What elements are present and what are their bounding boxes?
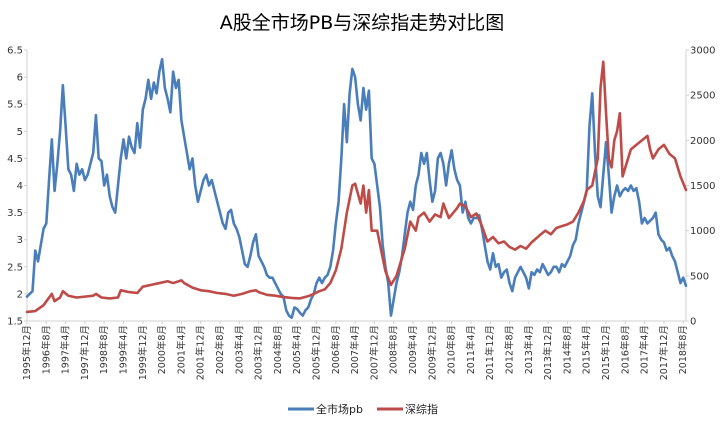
x-tick-label: 2013年4月 [523, 325, 535, 374]
x-tick-label: 2001年4月 [175, 325, 187, 374]
right-y-tick-label: 2500 [690, 91, 715, 102]
x-tick-label: 1999年12月 [137, 325, 149, 380]
left-y-axis: 1.5 2 2.5 3 3.5 4 4.5 5 5.5 6 6.5 [7, 46, 27, 328]
x-tick-label: 2005年4月 [291, 325, 303, 374]
x-tick-label: 2008年8月 [388, 325, 400, 374]
x-tick-label: 1998年8月 [98, 325, 110, 374]
x-tick-label: 2009年12月 [426, 325, 438, 380]
x-tick-label: 1999年4月 [118, 325, 130, 374]
x-tick-label: 2001年12月 [195, 325, 207, 380]
x-tick-label: 2013年12月 [542, 325, 554, 380]
left-y-tick-label: 6.5 [7, 46, 23, 57]
x-tick-label: 2007年4月 [349, 325, 361, 374]
x-tick-label: 2005年12月 [311, 325, 323, 380]
left-y-tick-label: 3.5 [7, 208, 23, 219]
x-tick-label: 2012年8月 [504, 325, 516, 374]
x-tick-label: 2010年8月 [446, 325, 458, 374]
x-tick-label: 2002年8月 [214, 325, 226, 374]
x-tick-label: 2004年8月 [272, 325, 284, 374]
right-y-tick-label: 1500 [690, 181, 715, 192]
series-lines [25, 57, 688, 320]
x-tick-label: 2014年8月 [561, 325, 573, 374]
right-y-tick-label: 2000 [690, 136, 715, 147]
x-tick-label: 2011年4月 [465, 325, 477, 374]
x-tick-label: 2017年4月 [639, 325, 651, 374]
x-tick-label: 2015年12月 [600, 325, 612, 380]
left-y-tick-label: 3 [17, 235, 23, 246]
x-tick-label: 2016年8月 [619, 325, 631, 374]
right-y-tick-label: 3000 [690, 46, 715, 57]
left-y-tick-label: 2 [17, 289, 23, 300]
x-tick-label: 1997年4月 [60, 325, 72, 374]
x-tick-label: 2018年8月 [677, 325, 689, 374]
left-y-tick-label: 5.5 [7, 100, 23, 111]
x-tick-label: 2011年12月 [484, 325, 496, 380]
x-tick-label: 1995年12月 [21, 325, 33, 380]
left-y-tick-label: 1.5 [7, 317, 23, 328]
left-y-tick-label: 6 [17, 73, 23, 84]
x-tick-label: 2009年4月 [407, 325, 419, 374]
x-tick-label: 2000年8月 [156, 325, 168, 374]
x-axis: 1995年12月 1996年8月 1997年4月 1997年12月 1998年8月 199… [21, 321, 689, 380]
x-tick-label: 2006年8月 [330, 325, 342, 374]
right-y-tick-label: 0 [690, 317, 696, 328]
x-tick-label: 1996年8月 [40, 325, 52, 374]
chart-title: A股全市场PB与深综指走势对比图 [220, 12, 505, 34]
legend-label-pb: 全市场pb [316, 402, 363, 416]
x-tick-label: 2007年12月 [368, 325, 380, 380]
right-y-tick-label: 1000 [690, 226, 715, 237]
right-y-axis: 0 500 1000 1500 2000 2500 3000 [686, 46, 715, 328]
right-y-tick-label: 500 [690, 271, 709, 282]
x-tick-label: 2015年4月 [581, 325, 593, 374]
series-line-pb [25, 57, 688, 320]
left-y-tick-label: 5 [17, 127, 23, 138]
x-tick-label: 2017年12月 [658, 325, 670, 380]
x-tick-label: 2003年12月 [253, 325, 265, 380]
legend-label-szzs: 深综指 [405, 402, 438, 416]
x-tick-label: 2003年4月 [233, 325, 245, 374]
series-line-szzs [25, 60, 688, 314]
legend: 全市场pb 深综指 [288, 402, 438, 416]
left-y-tick-label: 2.5 [7, 262, 23, 273]
left-y-tick-label: 4.5 [7, 154, 23, 165]
left-y-tick-label: 4 [17, 181, 23, 192]
x-tick-label: 1997年12月 [79, 325, 91, 380]
